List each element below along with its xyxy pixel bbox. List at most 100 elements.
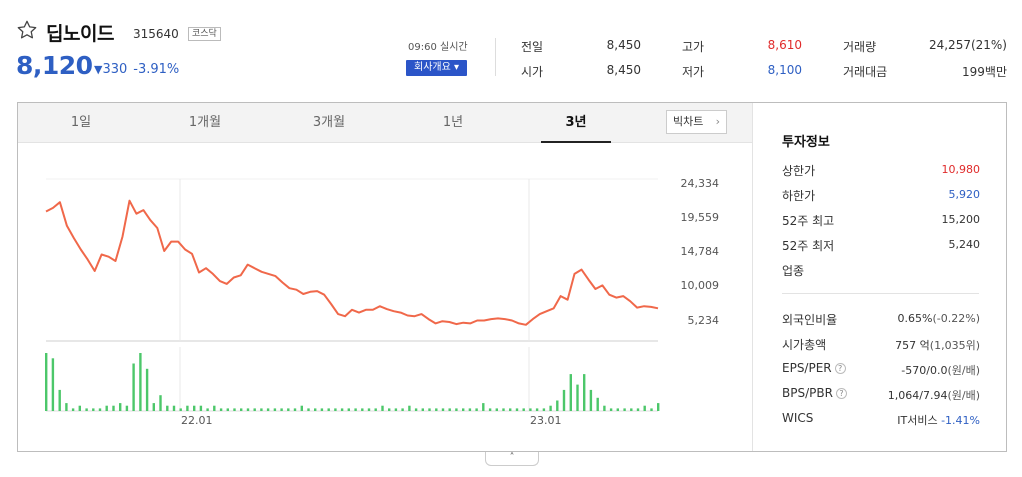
volume-bar: [441, 408, 445, 411]
lower-limit-value: 5,920: [948, 188, 981, 201]
tab-3years[interactable]: 3년: [541, 103, 611, 143]
volume-bar: [280, 408, 283, 411]
volume-bar: [421, 408, 424, 411]
volume-bar: [388, 408, 391, 411]
open-value: 8,450: [606, 63, 641, 77]
panel-divider: [752, 103, 753, 451]
collapse-button[interactable]: ˄: [485, 452, 539, 466]
chevron-up-icon: ˄: [509, 452, 515, 463]
favorite-star-icon[interactable]: [16, 19, 38, 41]
volume-bar: [125, 405, 129, 411]
volume-bar: [71, 408, 75, 411]
volume-bar: [455, 408, 458, 411]
wics-value[interactable]: IT서비스 -1.41%: [840, 412, 980, 428]
change-percent: -3.91%: [133, 62, 180, 77]
wics-sector: IT서비스: [897, 414, 938, 427]
divider: [495, 38, 496, 76]
volume-bar: [287, 408, 290, 411]
stock-name: 딥노이드: [46, 23, 114, 45]
stock-chart: [45, 178, 660, 412]
help-icon[interactable]: ?: [834, 363, 846, 374]
price-change: ▼330 -3.91%: [94, 62, 179, 77]
foreign-ratio-value: 0.65%(-0.22%): [840, 312, 980, 325]
volume-bar: [65, 403, 68, 411]
y-tick-label: 19,559: [680, 211, 720, 224]
volume-bar: [273, 408, 277, 411]
volume-bar: [535, 408, 539, 411]
volume-bar: [462, 408, 465, 411]
industry-label: 업종: [782, 264, 805, 278]
volume-bar: [206, 408, 209, 411]
volume-bar: [529, 408, 532, 411]
company-overview-button[interactable]: 회사개요 ▾: [406, 60, 467, 76]
volume-bar: [657, 403, 660, 411]
52w-low-label: 52주 최저: [782, 239, 835, 253]
prev-close-value: 8,450: [606, 38, 641, 52]
volume-bar: [334, 408, 337, 411]
volume-bar: [562, 389, 566, 411]
volume-bar: [448, 408, 451, 411]
low-label: 저가: [682, 65, 705, 79]
lower-limit-label: 하한가: [782, 189, 816, 203]
volume-bar: [226, 408, 229, 411]
volume-bar: [139, 353, 142, 411]
volume-bar: [361, 408, 364, 411]
tab-1month[interactable]: 1개월: [188, 115, 222, 130]
eps-per-text: EPS/PER: [782, 361, 832, 375]
volume-bar: [213, 405, 216, 411]
volume-bar: [468, 408, 472, 411]
volume-bar: [549, 405, 552, 411]
volume-bar: [475, 408, 478, 411]
big-chart-button[interactable]: 빅차트 ›: [666, 110, 727, 134]
volume-bar: [609, 408, 613, 411]
market-cap-value: 757 억(1,035위): [840, 337, 980, 353]
volume-bar: [556, 400, 559, 411]
volume-bar: [246, 408, 250, 411]
volume-bar: [152, 403, 155, 411]
amount-value: 199백만: [962, 65, 1007, 79]
wics-change: -1.41%: [941, 414, 980, 427]
current-price: 8,120: [16, 51, 93, 80]
volume-bar: [347, 408, 350, 411]
tab-1year[interactable]: 1년: [442, 115, 464, 130]
volume-bar: [482, 403, 485, 411]
tab-3months[interactable]: 3개월: [312, 115, 346, 130]
help-icon[interactable]: ?: [835, 388, 847, 399]
upper-limit-value: 10,980: [941, 163, 981, 176]
volume-bar: [159, 395, 162, 411]
y-tick-label: 14,784: [680, 245, 720, 258]
volume-bar: [509, 408, 512, 411]
market-cap-label: 시가총액: [782, 338, 827, 352]
volume-bar: [119, 403, 122, 411]
volume-bar: [643, 405, 646, 411]
eps-per-unit: (원/배): [947, 364, 980, 377]
change-amount: 330: [102, 62, 128, 77]
volume-bar: [51, 358, 55, 411]
bps-pbr-unit: (원/배): [947, 389, 980, 402]
volume-bar: [428, 408, 431, 411]
volume-bar: [85, 408, 88, 411]
volume-bar: [394, 408, 398, 411]
volume-bar: [340, 408, 344, 411]
investment-info-title: 투자정보: [782, 135, 830, 150]
tab-1day[interactable]: 1일: [70, 115, 92, 130]
amount-label: 거래대금: [843, 65, 888, 79]
y-tick-label: 10,009: [680, 279, 720, 292]
volume-bar: [193, 405, 196, 411]
volume-bar: [45, 353, 48, 411]
big-chart-label: 빅차트: [673, 115, 704, 128]
volume-bar: [260, 408, 263, 411]
volume-bar: [495, 408, 498, 411]
52w-low-value: 5,240: [948, 238, 981, 251]
low-value: 8,100: [767, 63, 802, 77]
foreign-ratio: 0.65%: [897, 312, 933, 325]
chevron-right-icon: ›: [715, 115, 720, 128]
volume-bar: [186, 405, 189, 411]
realtime-label: 09:60 실시간: [408, 42, 468, 53]
volume-bar: [636, 408, 640, 411]
volume-bar: [589, 389, 593, 411]
wics-label: WICS: [782, 411, 814, 425]
volume-bar: [240, 408, 243, 411]
volume-bar: [320, 408, 324, 411]
volume-bar: [314, 408, 317, 411]
